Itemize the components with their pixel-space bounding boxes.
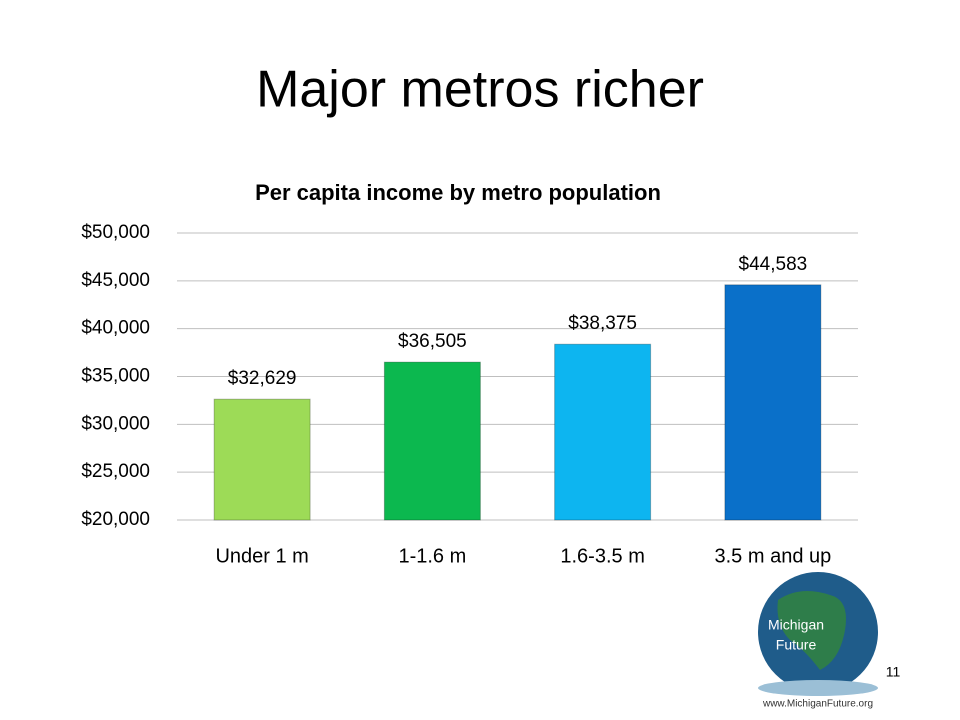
logo-url: www.MichiganFuture.org	[762, 699, 873, 710]
x-tick-label: 1-1.6 m	[398, 545, 466, 567]
value-label: $36,505	[398, 331, 467, 352]
bar	[554, 343, 652, 521]
logo-map	[777, 591, 846, 670]
y-tick-label: $25,000	[81, 461, 150, 482]
logo-text: Future	[776, 637, 817, 653]
x-tick-label: 3.5 m and up	[715, 545, 832, 567]
chart-title: Per capita income by metro population	[255, 180, 661, 205]
slide-title: Major metros richer	[256, 61, 704, 119]
value-label: $38,375	[568, 313, 637, 334]
logo: Michigan Future www.MichiganFuture.org	[758, 572, 878, 710]
y-tick-label: $45,000	[81, 270, 150, 291]
y-tick-label: $40,000	[81, 318, 150, 339]
y-tick-label: $30,000	[81, 413, 150, 434]
page-number: 11	[886, 664, 901, 680]
logo-text: Michigan	[768, 617, 824, 633]
y-tick-label: $35,000	[81, 366, 150, 387]
bar	[213, 398, 311, 521]
bar	[383, 361, 481, 521]
y-tick-label: $50,000	[81, 222, 150, 243]
value-label: $44,583	[739, 254, 808, 275]
bar	[724, 284, 822, 521]
x-tick-label: Under 1 m	[215, 545, 308, 567]
y-tick-label: $20,000	[81, 509, 150, 530]
logo-shadow	[758, 680, 878, 696]
x-tick-label: 1.6-3.5 m	[560, 545, 644, 567]
value-label: $32,629	[228, 368, 297, 389]
